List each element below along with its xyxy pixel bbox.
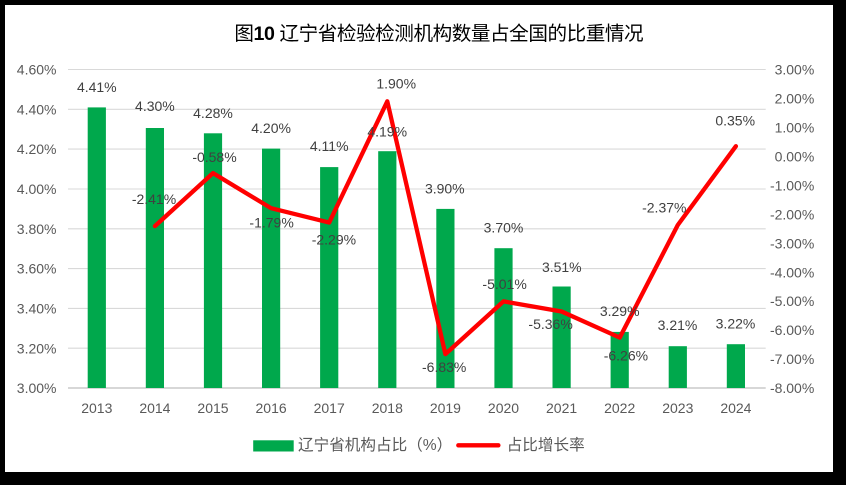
svg-text:-4.00%: -4.00% xyxy=(770,264,814,280)
svg-text:2020: 2020 xyxy=(488,400,519,416)
svg-text:2016: 2016 xyxy=(256,400,287,416)
svg-text:2.00%: 2.00% xyxy=(775,91,815,107)
svg-text:3.00%: 3.00% xyxy=(775,62,815,78)
svg-text:4.11%: 4.11% xyxy=(310,138,349,154)
svg-text:-2.00%: -2.00% xyxy=(770,206,814,222)
svg-text:1.90%: 1.90% xyxy=(376,75,416,91)
svg-text:0.35%: 0.35% xyxy=(715,112,755,128)
svg-text:-8.00%: -8.00% xyxy=(770,380,814,396)
svg-text:2021: 2021 xyxy=(546,400,577,416)
svg-text:3.29%: 3.29% xyxy=(600,303,640,319)
svg-text:2022: 2022 xyxy=(604,400,635,416)
svg-text:-5.36%: -5.36% xyxy=(528,316,572,332)
svg-text:4.20%: 4.20% xyxy=(251,120,291,136)
svg-text:图10 辽宁省检验检测机构数量占全国的比重情况: 图10 辽宁省检验检测机构数量占全国的比重情况 xyxy=(234,23,643,45)
svg-text:4.30%: 4.30% xyxy=(135,98,175,114)
svg-text:4.28%: 4.28% xyxy=(193,105,233,121)
svg-text:2017: 2017 xyxy=(314,400,345,416)
svg-text:4.00%: 4.00% xyxy=(17,181,57,197)
svg-text:3.60%: 3.60% xyxy=(17,261,57,277)
svg-text:-5.00%: -5.00% xyxy=(770,293,814,309)
svg-text:-6.00%: -6.00% xyxy=(770,322,814,338)
svg-text:-5.01%: -5.01% xyxy=(482,276,526,292)
svg-text:3.70%: 3.70% xyxy=(484,220,524,236)
svg-text:-3.00%: -3.00% xyxy=(770,235,814,251)
svg-text:-2.29%: -2.29% xyxy=(312,232,356,248)
svg-text:3.40%: 3.40% xyxy=(17,301,57,317)
svg-text:2018: 2018 xyxy=(372,400,403,416)
svg-text:3.21%: 3.21% xyxy=(658,317,698,333)
svg-text:-1.79%: -1.79% xyxy=(249,214,293,230)
svg-text:-6.83%: -6.83% xyxy=(422,359,466,375)
svg-text:2014: 2014 xyxy=(139,400,170,416)
svg-text:3.51%: 3.51% xyxy=(542,259,582,275)
svg-text:-2.41%: -2.41% xyxy=(132,191,176,207)
svg-text:2019: 2019 xyxy=(430,400,461,416)
svg-text:3.80%: 3.80% xyxy=(17,221,57,237)
svg-text:4.19%: 4.19% xyxy=(367,124,407,140)
svg-text:4.20%: 4.20% xyxy=(17,141,57,157)
svg-text:2024: 2024 xyxy=(720,400,751,416)
svg-text:2023: 2023 xyxy=(662,400,693,416)
svg-text:3.20%: 3.20% xyxy=(17,340,57,356)
svg-text:-1.00%: -1.00% xyxy=(770,177,814,193)
svg-text:辽宁省机构占比（%）: 辽宁省机构占比（%） xyxy=(298,436,452,454)
svg-text:2013: 2013 xyxy=(81,400,112,416)
svg-text:3.90%: 3.90% xyxy=(425,181,465,197)
svg-text:-7.00%: -7.00% xyxy=(770,351,814,367)
svg-text:0.00%: 0.00% xyxy=(775,149,815,165)
svg-text:-6.26%: -6.26% xyxy=(604,347,648,363)
svg-text:占比增长率: 占比增长率 xyxy=(507,436,585,454)
svg-text:-0.58%: -0.58% xyxy=(192,149,236,165)
svg-text:4.41%: 4.41% xyxy=(77,79,117,95)
svg-text:4.40%: 4.40% xyxy=(17,101,57,117)
svg-text:3.00%: 3.00% xyxy=(17,380,57,396)
svg-text:3.22%: 3.22% xyxy=(716,316,756,332)
svg-text:4.60%: 4.60% xyxy=(17,62,57,78)
svg-text:2015: 2015 xyxy=(197,400,228,416)
svg-text:1.00%: 1.00% xyxy=(775,120,815,136)
svg-text:-2.37%: -2.37% xyxy=(642,200,686,216)
